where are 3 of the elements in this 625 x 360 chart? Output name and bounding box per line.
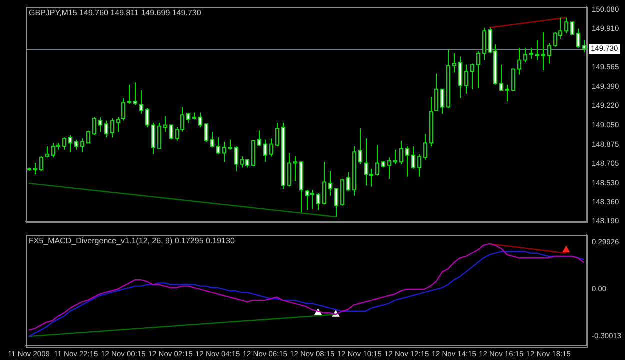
chart-title: FX5_MACD_Divergence_v1.1(12, 26, 9) 0.17295 0.19130	[29, 236, 236, 246]
chart-title: GBPJPY,M15 149.760 149.811 149.699 149.730	[29, 8, 202, 18]
point	[562, 246, 570, 252]
